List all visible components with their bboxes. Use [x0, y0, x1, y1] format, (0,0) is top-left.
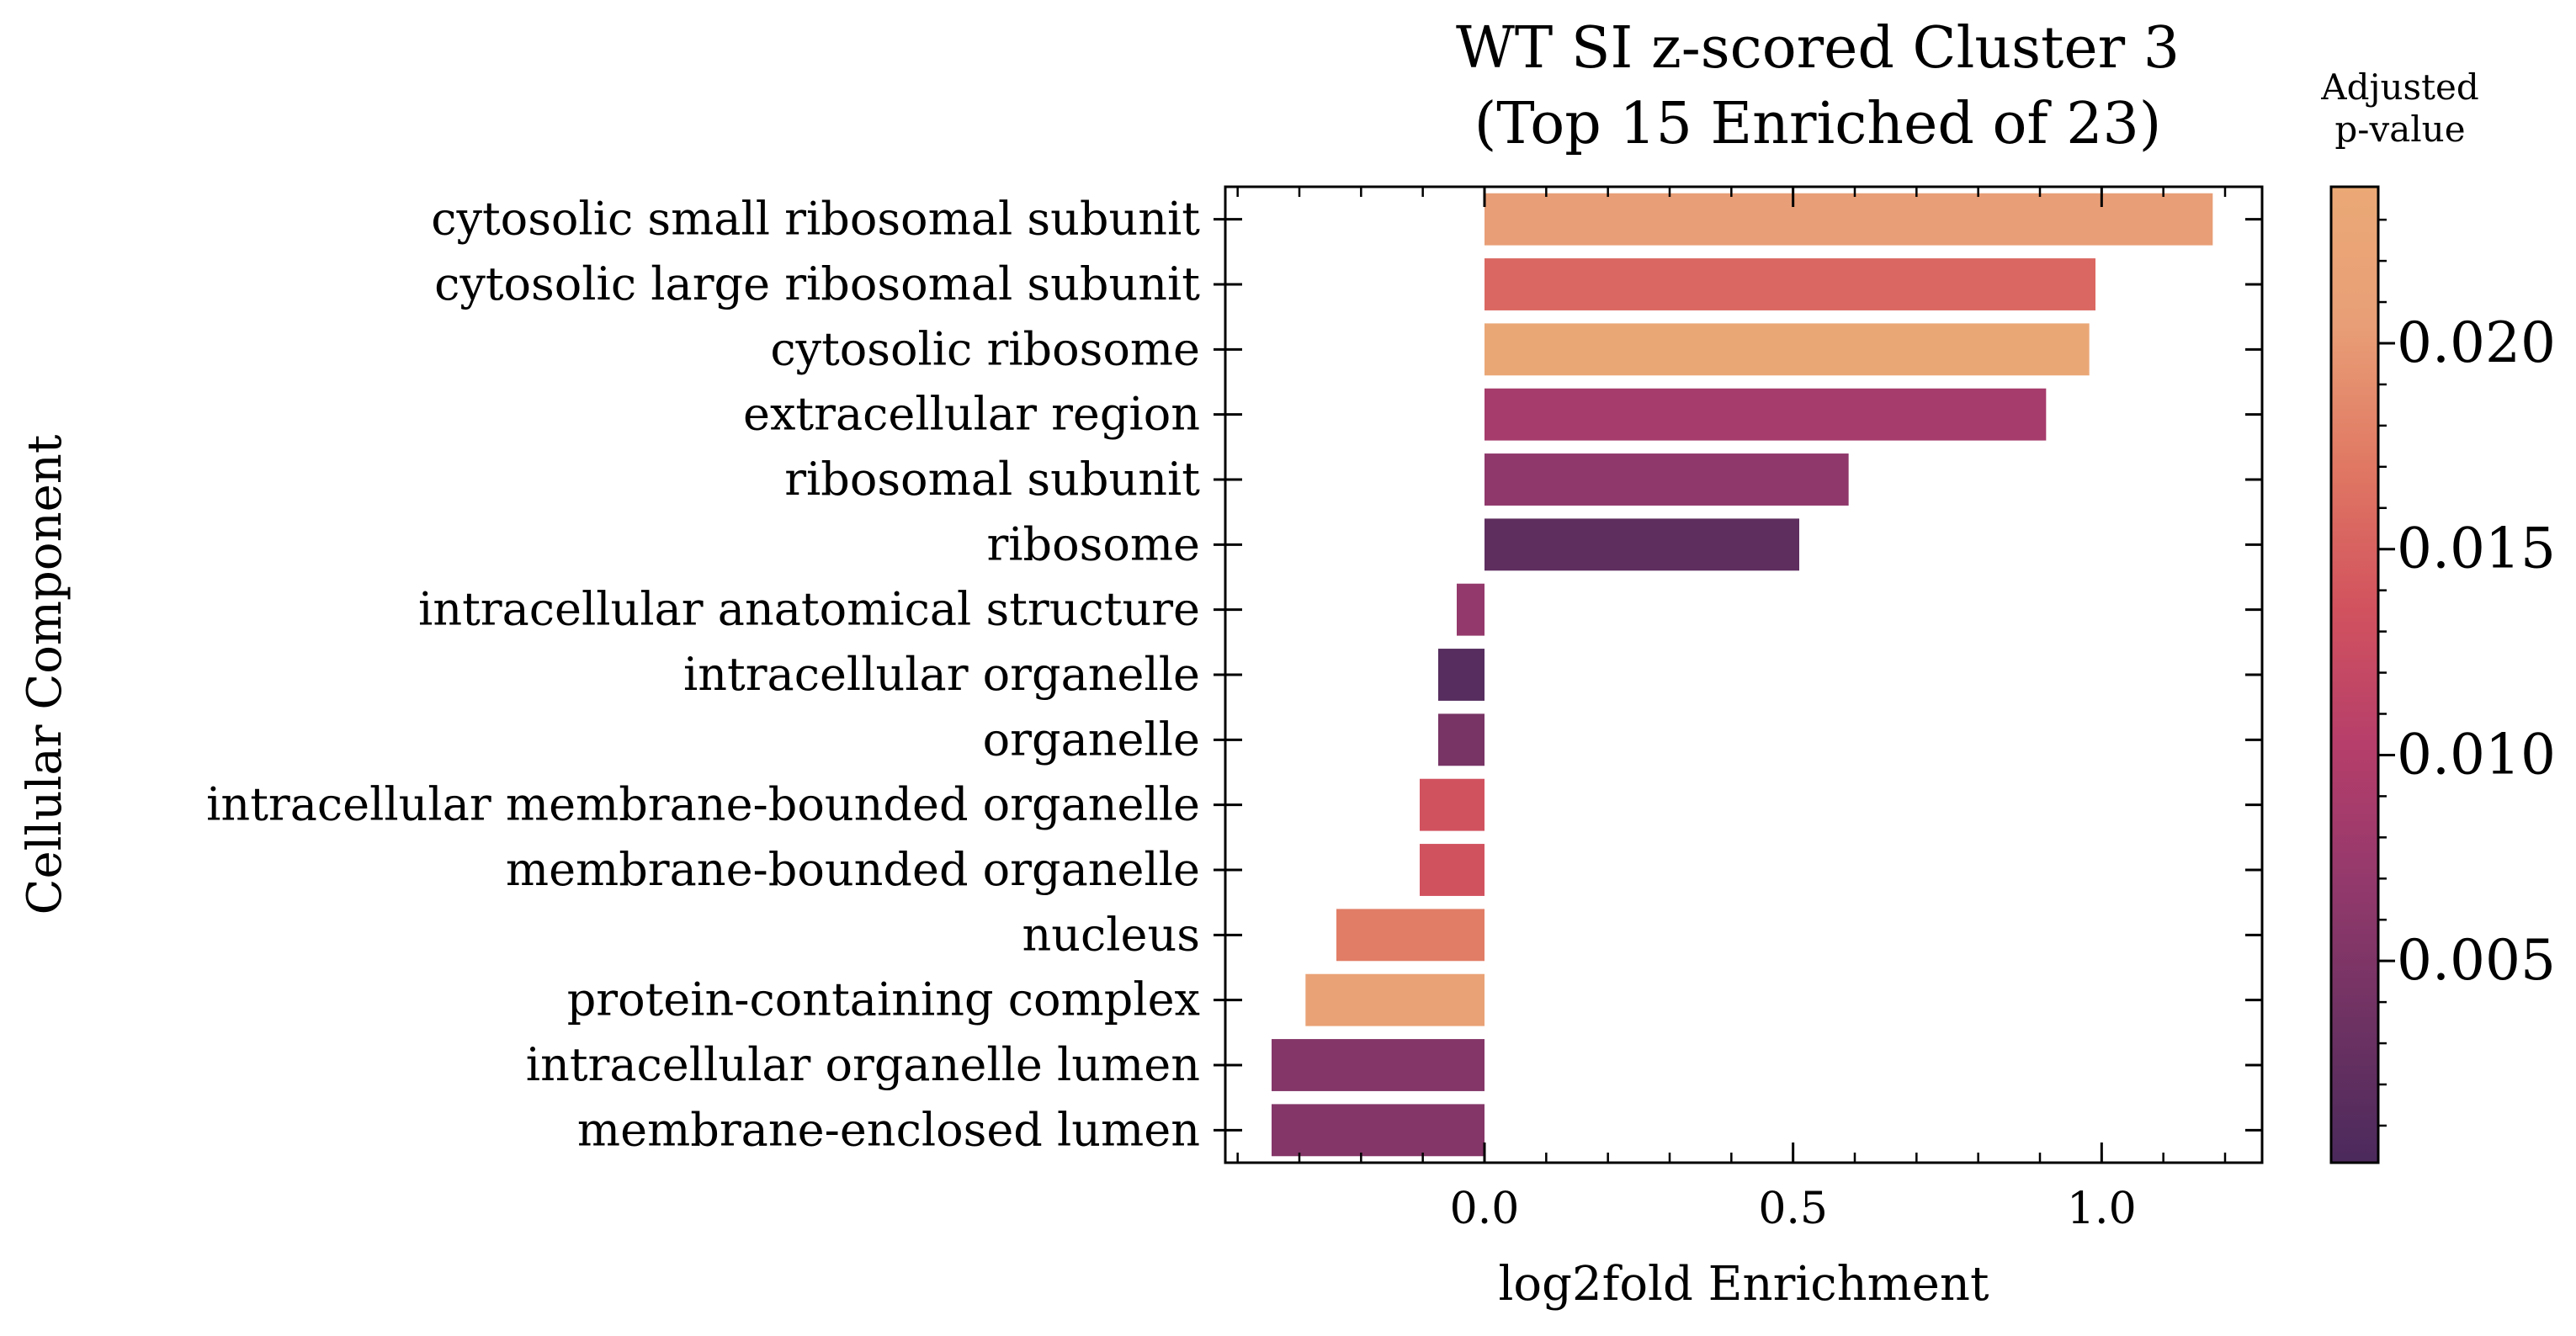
colorbar-tick-label: 0.010: [2397, 722, 2556, 787]
x-tick-label: 1.0: [2067, 1184, 2137, 1234]
colorbar-title-line2: p-value: [2334, 109, 2465, 150]
chart-title-line1: WT SI z-scored Cluster 3: [1456, 15, 2180, 82]
y-tick-label: cytosolic ribosome: [770, 322, 1200, 375]
bar: [1272, 1039, 1485, 1091]
colorbar-tick-label: 0.020: [2397, 310, 2556, 375]
colorbar-ticks: 0.005 0.010 0.015 0.020: [2378, 218, 2556, 1127]
bar: [1485, 453, 1849, 506]
bar: [1457, 583, 1485, 636]
colorbar-tick-label: 0.005: [2397, 928, 2556, 993]
colorbar-gradient: [2329, 185, 2380, 1164]
bar: [1420, 778, 1485, 831]
y-tick-label: cytosolic small ribosomal subunit: [431, 193, 1200, 246]
y-axis-label: Cellular Component: [18, 434, 72, 915]
y-tick-label: ribosomal subunit: [784, 453, 1200, 506]
colorbar: Adjusted p-value 0.005 0.010 0.015 0.020: [2320, 66, 2556, 1164]
bar: [1485, 323, 2090, 376]
bar: [1485, 518, 1799, 571]
colorbar-tick-label: 0.015: [2397, 517, 2556, 581]
y-tick-labels: cytosolic small ribosomal subunit cytosol…: [206, 193, 1200, 1157]
y-tick-label: nucleus: [1022, 908, 1200, 961]
y-tick-label: organelle: [983, 713, 1200, 766]
chart-title-line2: (Top 15 Enriched of 23): [1474, 91, 2162, 157]
y-tick-label: ribosome: [986, 517, 1200, 570]
colorbar-title-line1: Adjusted: [2320, 66, 2478, 108]
bars-group: [1214, 193, 2262, 1157]
y-tick-label: protein-containing complex: [567, 973, 1200, 1026]
bar: [1305, 973, 1485, 1026]
bar: [1485, 258, 2095, 310]
y-tick-label: intracellular anatomical structure: [418, 583, 1200, 636]
y-tick-label: intracellular membrane-bounded organelle: [206, 778, 1200, 831]
bar: [1438, 713, 1485, 766]
bar: [1438, 649, 1485, 701]
x-tick-label: 0.5: [1758, 1184, 1828, 1234]
y-tick-label: membrane-bounded organelle: [506, 843, 1200, 896]
y-tick-label: extracellular region: [743, 388, 1200, 441]
bar: [1336, 909, 1485, 962]
x-ticks: 0.0 0.5 1.0: [1236, 187, 2227, 1234]
plot-frame: [1224, 185, 2264, 1164]
bar: [1485, 388, 2047, 441]
y-tick-label: intracellular organelle: [683, 648, 1200, 701]
x-axis-label: log2fold Enrichment: [1499, 1257, 1989, 1312]
y-tick-label: membrane-enclosed lumen: [577, 1103, 1200, 1156]
bar: [1272, 1104, 1485, 1157]
y-tick-label: intracellular organelle lumen: [526, 1038, 1200, 1091]
x-tick-label: 0.0: [1450, 1184, 1520, 1234]
bar: [1420, 844, 1485, 896]
bar: [1485, 193, 2213, 246]
y-tick-label: cytosolic large ribosomal subunit: [434, 257, 1200, 310]
